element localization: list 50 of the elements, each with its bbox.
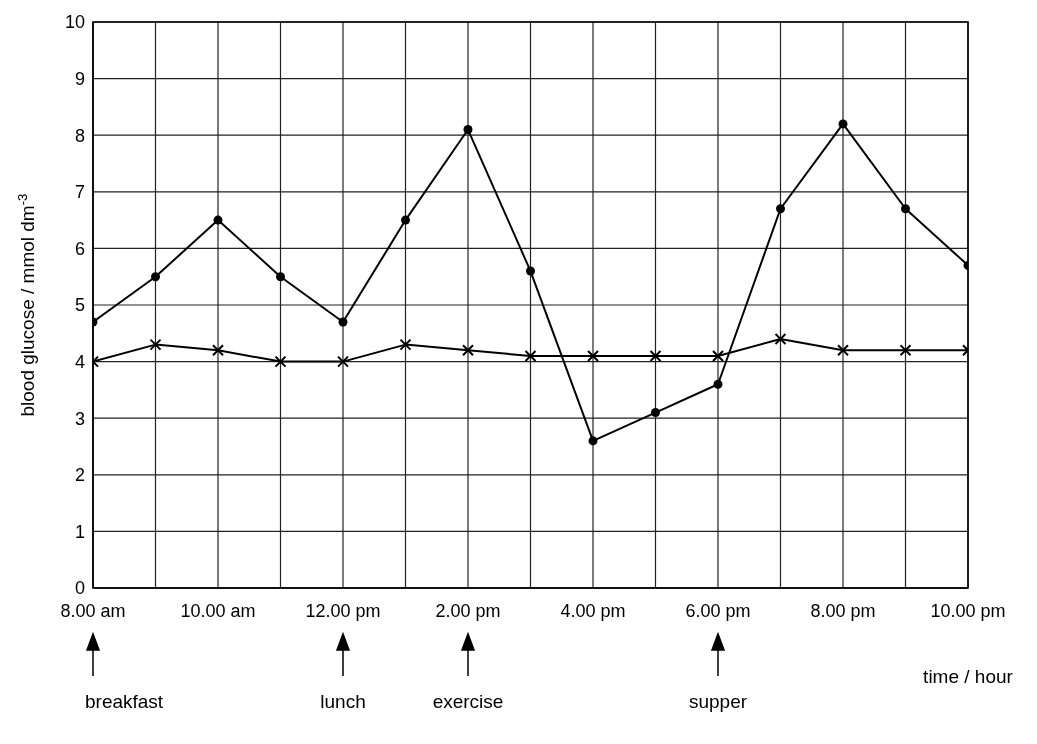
text: exercise: [432, 691, 504, 712]
x-tick-label: 8.00 pm: [810, 600, 876, 621]
point: [899, 344, 912, 357]
x-tick-label: 12.00 pm: [305, 600, 381, 621]
point: [149, 338, 162, 351]
x-axis-title: time / hour: [923, 666, 1014, 687]
point: [588, 436, 598, 446]
point: [774, 332, 787, 345]
point: [526, 266, 535, 276]
x-tick-label: 2.00 pm: [435, 600, 501, 621]
y-tick-label: 1: [74, 521, 85, 542]
y-tick-label: 0: [74, 578, 85, 599]
point: [712, 349, 724, 362]
y-tick-label: 10: [64, 12, 85, 33]
point: [838, 119, 848, 129]
y-tick-label: 5: [74, 295, 85, 316]
y-tick-label: 4: [74, 351, 85, 372]
point: [651, 408, 660, 418]
text: breakfast: [85, 691, 164, 712]
point: [901, 204, 910, 214]
y-tick-label: 8: [74, 125, 85, 146]
point: [401, 215, 410, 225]
point: [276, 272, 285, 282]
y-tick-label: 3: [74, 408, 85, 429]
text: supper: [688, 691, 748, 712]
x-tick-label: 8.00 am: [60, 600, 126, 621]
y-tick-label: 9: [74, 68, 85, 89]
point: [713, 379, 723, 389]
point: [274, 355, 287, 368]
x-tick-label: 10.00 am: [180, 600, 256, 621]
point: [463, 125, 473, 135]
point: [462, 344, 474, 357]
point: [776, 204, 785, 214]
point: [213, 215, 223, 225]
point: [338, 317, 348, 327]
x-tick-label: 10.00 pm: [930, 600, 1006, 621]
point: [399, 338, 412, 351]
point: [587, 349, 599, 362]
y-tick-label: 6: [74, 238, 85, 259]
y-tick-label: 7: [74, 182, 85, 203]
point: [837, 344, 849, 357]
x-tick-label: 6.00 pm: [685, 600, 751, 621]
text: lunch: [320, 691, 366, 712]
point: [151, 272, 160, 282]
y-tick-label: 2: [74, 465, 85, 486]
point: [524, 349, 537, 362]
point: [337, 355, 349, 368]
x-tick-label: 4.00 pm: [560, 600, 626, 621]
point: [649, 349, 662, 362]
point: [212, 344, 224, 357]
